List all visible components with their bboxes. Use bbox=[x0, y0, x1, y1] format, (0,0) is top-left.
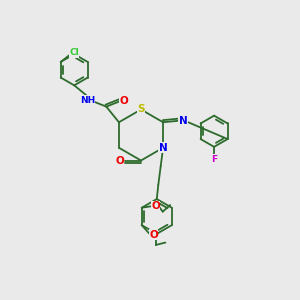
Text: O: O bbox=[149, 230, 158, 240]
Text: Cl: Cl bbox=[69, 48, 79, 58]
Text: F: F bbox=[212, 155, 218, 164]
Text: S: S bbox=[137, 104, 145, 115]
Text: N: N bbox=[179, 116, 188, 126]
Text: O: O bbox=[151, 201, 160, 211]
Text: N: N bbox=[159, 143, 167, 153]
Text: NH: NH bbox=[80, 95, 95, 105]
Text: O: O bbox=[115, 155, 124, 166]
Text: O: O bbox=[120, 96, 129, 106]
